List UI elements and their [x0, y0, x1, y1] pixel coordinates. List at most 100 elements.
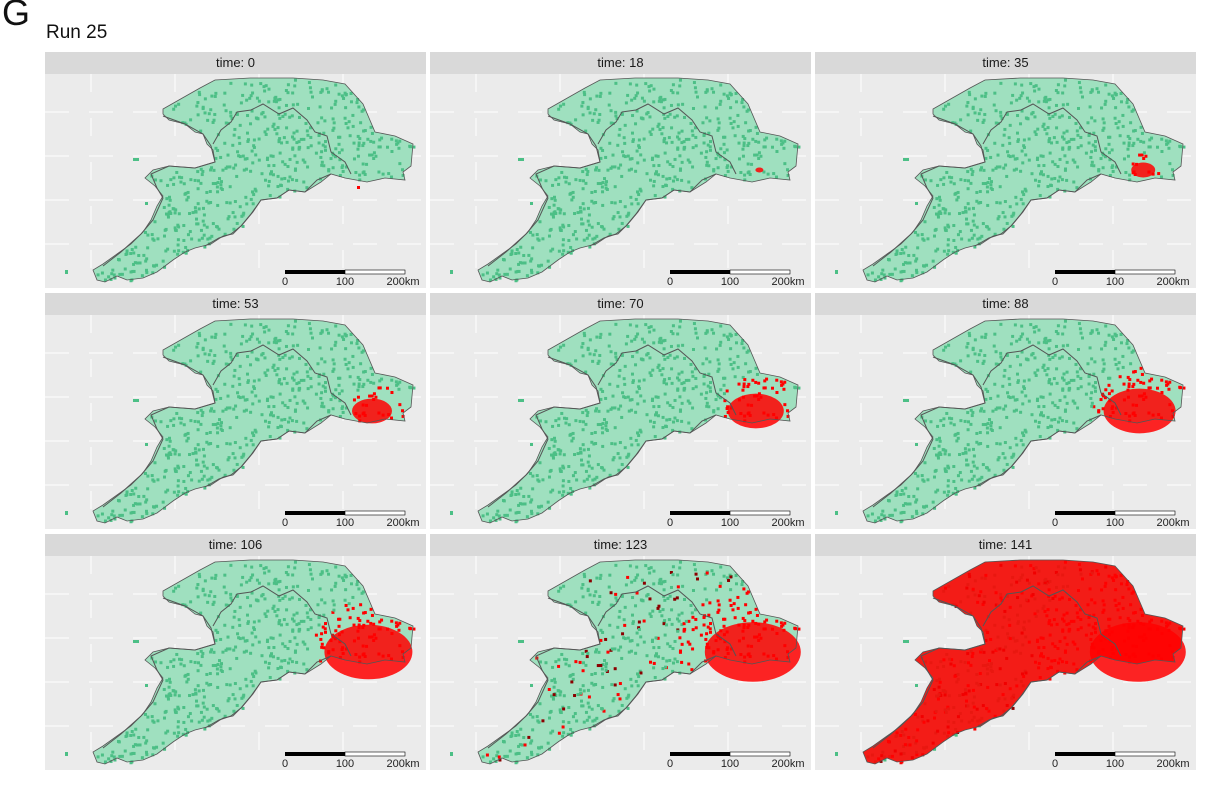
- facet-map-svg: 0 100 200km: [45, 556, 426, 770]
- island: [133, 399, 139, 402]
- scale-bar-label: 200km: [1156, 758, 1189, 770]
- scale-bar-label: 100: [1106, 517, 1124, 529]
- facet-map-area: 0 100 200km: [815, 74, 1196, 288]
- scale-bar-label: 200km: [771, 758, 804, 770]
- island: [915, 202, 918, 205]
- facet-strip-label: time: 88: [815, 293, 1196, 315]
- island: [145, 202, 148, 205]
- facet-map-svg: 0 100 200km: [815, 556, 1196, 770]
- infected-seed: [357, 186, 360, 189]
- facet-map-svg: 0 100 200km: [45, 74, 426, 288]
- island: [145, 684, 148, 687]
- scale-bar-label: 200km: [1156, 276, 1189, 288]
- island: [133, 158, 139, 161]
- scale-bar-label: 200km: [386, 758, 419, 770]
- island: [518, 640, 524, 643]
- facet-panel: time: 0 0 100 200km: [45, 52, 426, 288]
- facet-map-svg: 0 100 200km: [815, 74, 1196, 288]
- scale-bar-label: 0: [1052, 758, 1058, 770]
- island: [835, 511, 838, 515]
- scale-bar-label: 100: [336, 758, 354, 770]
- facet-map-svg: 0 100 200km: [45, 315, 426, 529]
- land-outline: [477, 559, 799, 765]
- island: [530, 684, 533, 687]
- island: [518, 399, 524, 402]
- facet-map-area: 0 100 200km: [815, 315, 1196, 529]
- infected-cluster: [704, 622, 801, 682]
- facet-panel: time: 106 0 100 200km: [45, 534, 426, 770]
- land-outline: [862, 318, 1184, 524]
- scale-bar: 0 100 200km: [667, 751, 805, 770]
- host-dots: [96, 78, 416, 283]
- facet-panel: time: 70 0 100 200km: [430, 293, 811, 529]
- facet-map-area: 0 100 200km: [45, 315, 426, 529]
- island: [65, 511, 68, 515]
- scale-bar: 0 100 200km: [1052, 269, 1190, 288]
- scale-bar-label: 0: [667, 276, 673, 288]
- land-outline: [92, 318, 414, 524]
- land-outline: [477, 318, 799, 524]
- facet-strip-label: time: 35: [815, 52, 1196, 74]
- island: [835, 270, 838, 274]
- facet-strip-label: time: 106: [45, 534, 426, 556]
- scale-bar-label: 0: [1052, 517, 1058, 529]
- land-outline: [92, 559, 414, 765]
- facet-map-area: 0 100 200km: [430, 556, 811, 770]
- scale-bar-label: 100: [721, 276, 739, 288]
- island: [518, 158, 524, 161]
- facet-map-area: 0 100 200km: [45, 74, 426, 288]
- host-dots: [866, 78, 1186, 283]
- infected-cluster: [1103, 388, 1176, 434]
- scale-bar-label: 0: [282, 517, 288, 529]
- scale-bar-label: 100: [336, 276, 354, 288]
- facet-panel: time: 53 0 100 200km: [45, 293, 426, 529]
- scale-bar-label: 200km: [771, 517, 804, 529]
- facet-map-area: 0 100 200km: [815, 556, 1196, 770]
- scale-bar-label: 100: [721, 517, 739, 529]
- facet-strip-label: time: 123: [430, 534, 811, 556]
- facet-strip-label: time: 53: [45, 293, 426, 315]
- island: [530, 202, 533, 205]
- island: [65, 752, 68, 756]
- facet-map-area: 0 100 200km: [45, 556, 426, 770]
- island: [450, 752, 453, 756]
- island: [915, 443, 918, 446]
- scale-bar-label: 100: [1106, 276, 1124, 288]
- scale-bar: 0 100 200km: [667, 269, 805, 288]
- scale-bar-label: 100: [336, 517, 354, 529]
- facet-strip-label: time: 0: [45, 52, 426, 74]
- facet-grid: time: 0 0 100 200km time: 18 0 100 200km time: 3…: [45, 52, 1196, 770]
- land-outline: [477, 77, 799, 283]
- scale-bar: 0 100 200km: [282, 751, 420, 770]
- host-dots: [866, 319, 1186, 524]
- island: [903, 158, 909, 161]
- scale-bar-label: 0: [667, 758, 673, 770]
- scale-bar-label: 200km: [386, 517, 419, 529]
- island: [903, 640, 909, 643]
- facet-panel: time: 123 0 100 200km: [430, 534, 811, 770]
- scale-bar: 0 100 200km: [282, 510, 420, 529]
- facet-strip-label: time: 18: [430, 52, 811, 74]
- scale-bar-label: 0: [282, 758, 288, 770]
- facet-map-svg: 0 100 200km: [430, 315, 811, 529]
- facet-map-svg: 0 100 200km: [430, 74, 811, 288]
- infected-cluster: [324, 624, 413, 680]
- facet-map-area: 0 100 200km: [430, 315, 811, 529]
- island: [450, 270, 453, 274]
- island: [65, 270, 68, 274]
- land-outline: [92, 77, 414, 283]
- infected-region: [863, 560, 1183, 764]
- scale-bar-label: 0: [282, 276, 288, 288]
- facet-strip-label: time: 141: [815, 534, 1196, 556]
- island: [530, 443, 533, 446]
- facet-panel: time: 35 0 100 200km: [815, 52, 1196, 288]
- panel-letter: G: [2, 0, 31, 33]
- island: [450, 511, 453, 515]
- scale-bar-label: 200km: [386, 276, 419, 288]
- island: [133, 640, 139, 643]
- scale-bar: 0 100 200km: [1052, 751, 1190, 770]
- facet-map-svg: 0 100 200km: [815, 315, 1196, 529]
- scale-bar-label: 200km: [771, 276, 804, 288]
- facet-panel: time: 18 0 100 200km: [430, 52, 811, 288]
- infected-cluster: [755, 167, 764, 173]
